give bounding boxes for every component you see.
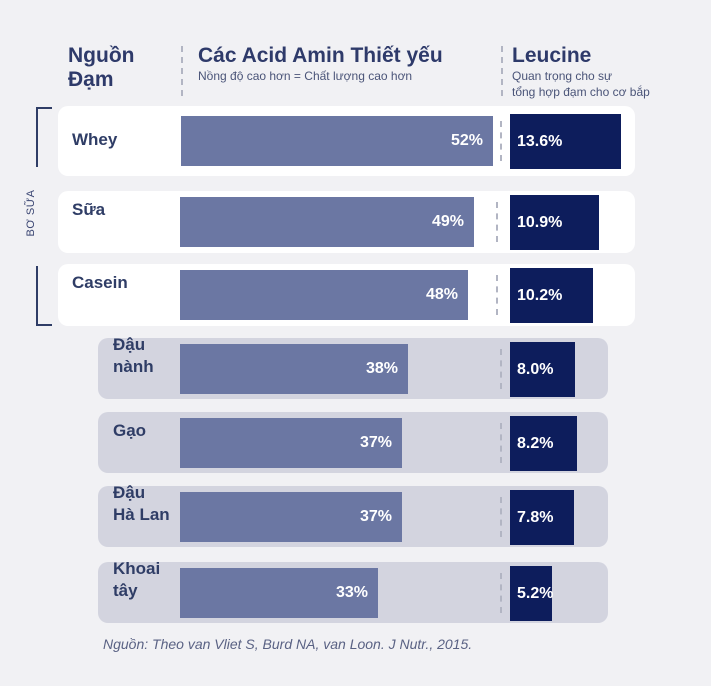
protein-source-label: Khoai tây [113, 559, 161, 600]
dairy-bracket-top [36, 107, 52, 167]
eaa-value-label: 48% [425, 286, 458, 303]
row-divider [500, 496, 502, 537]
header-source-title: Nguồn Đạm [68, 44, 135, 91]
leucine-bar: 5.2% [510, 565, 554, 621]
leucine-value-label: 10.9% [517, 214, 563, 231]
eaa-value-label: 49% [431, 213, 464, 230]
eaa-bar: 49% [180, 197, 474, 247]
eaa-bar: 37% [180, 417, 402, 468]
eaa-bar: 38% [180, 343, 408, 394]
header-leucine-title: Leucine [512, 44, 592, 67]
leucine-value-label: 8.0% [517, 360, 554, 378]
row-divider [500, 422, 502, 463]
row-divider [500, 348, 502, 389]
eaa-value-label: 38% [365, 359, 398, 377]
leucine-bar: 10.2% [510, 268, 593, 323]
dairy-bracket-bottom [36, 266, 52, 326]
eaa-bar: 48% [180, 270, 468, 320]
eaa-bar: 33% [180, 567, 378, 618]
eaa-bar: 37% [180, 491, 402, 542]
header-eaa-subtitle: Nồng độ cao hơn = Chất lượng cao hơn [198, 69, 413, 83]
leucine-bar: 7.8% [510, 489, 574, 545]
protein-source-label: Gạo [113, 421, 147, 440]
row-divider [496, 202, 498, 242]
leucine-bar: 10.9% [510, 195, 599, 250]
protein-source-label: Sữa [72, 200, 106, 219]
protein-source-label: Casein [72, 273, 128, 292]
row-divider [496, 275, 498, 315]
header-eaa-title: Các Acid Amin Thiết yếu [198, 44, 443, 67]
row-divider [500, 121, 502, 161]
eaa-value-label: 52% [450, 132, 483, 149]
dairy-group-label: BƠ SỮA [25, 189, 37, 237]
eaa-value-label: 37% [359, 507, 392, 525]
eaa-bar: 52% [181, 116, 493, 166]
eaa-value-label: 37% [359, 433, 392, 451]
header-divider-2 [501, 46, 503, 96]
leucine-value-label: 10.2% [517, 287, 563, 304]
leucine-value-label: 8.2% [517, 434, 554, 452]
protein-source-label: Đậu nành [113, 335, 154, 376]
eaa-value-label: 33% [335, 583, 368, 601]
header-divider-1 [181, 46, 183, 96]
row-divider [500, 572, 502, 613]
leucine-value-label: 13.6% [517, 133, 563, 150]
leucine-value-label: 5.2% [517, 584, 554, 602]
leucine-value-label: 7.8% [517, 508, 554, 526]
leucine-bar: 13.6% [510, 114, 621, 169]
leucine-bar: 8.0% [510, 341, 575, 397]
protein-source-label: Whey [72, 130, 118, 149]
leucine-bar: 8.2% [510, 415, 577, 471]
protein-source-label: Đậu Hà Lan [113, 483, 170, 524]
header-leucine-subtitle: Quan trọng cho sự tổng hợp đạm cho cơ bắ… [512, 69, 650, 99]
source-footnote: Nguồn: Theo van Vliet S, Burd NA, van Lo… [103, 636, 473, 652]
